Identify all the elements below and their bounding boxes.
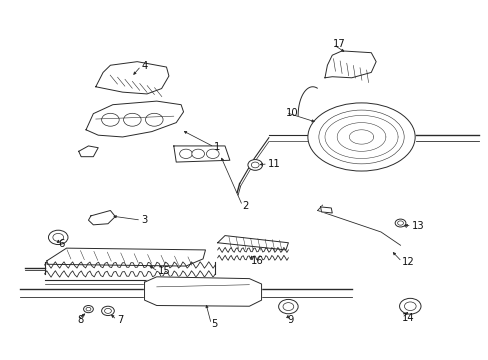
Circle shape (53, 233, 63, 241)
Text: 17: 17 (332, 40, 346, 49)
Text: 3: 3 (141, 215, 147, 225)
Ellipse shape (318, 110, 404, 164)
Circle shape (397, 221, 403, 225)
Text: 2: 2 (242, 201, 248, 211)
Polygon shape (173, 146, 229, 162)
Circle shape (102, 306, 114, 316)
Text: 16: 16 (250, 256, 263, 266)
Polygon shape (79, 146, 98, 157)
Circle shape (102, 113, 119, 126)
Circle shape (278, 300, 298, 314)
Circle shape (145, 113, 163, 126)
Polygon shape (88, 211, 115, 225)
Ellipse shape (307, 103, 414, 171)
Text: 1: 1 (214, 142, 220, 152)
Circle shape (247, 159, 262, 170)
Text: 9: 9 (287, 315, 293, 325)
Circle shape (123, 113, 141, 126)
Circle shape (83, 306, 93, 313)
Text: 7: 7 (117, 315, 123, 325)
Polygon shape (47, 248, 205, 266)
Polygon shape (86, 101, 183, 137)
Text: 8: 8 (78, 315, 84, 325)
Circle shape (399, 298, 420, 314)
Circle shape (283, 303, 293, 311)
Circle shape (86, 307, 91, 311)
Text: 13: 13 (411, 221, 424, 231)
Circle shape (404, 302, 415, 311)
Text: 10: 10 (285, 108, 298, 118)
Polygon shape (325, 51, 375, 78)
Text: 14: 14 (401, 313, 414, 323)
Polygon shape (144, 277, 261, 306)
Text: 12: 12 (401, 257, 414, 267)
Polygon shape (96, 62, 168, 94)
Circle shape (394, 219, 405, 227)
Circle shape (206, 149, 219, 158)
Text: 6: 6 (58, 239, 64, 249)
Polygon shape (217, 235, 288, 250)
Circle shape (179, 149, 192, 158)
Text: 5: 5 (211, 319, 217, 329)
Circle shape (191, 149, 204, 158)
Circle shape (251, 162, 259, 168)
Text: 4: 4 (141, 61, 147, 71)
Text: 11: 11 (267, 159, 280, 169)
Text: 15: 15 (158, 266, 171, 276)
Circle shape (104, 309, 111, 314)
Circle shape (48, 230, 68, 244)
Polygon shape (320, 207, 331, 213)
